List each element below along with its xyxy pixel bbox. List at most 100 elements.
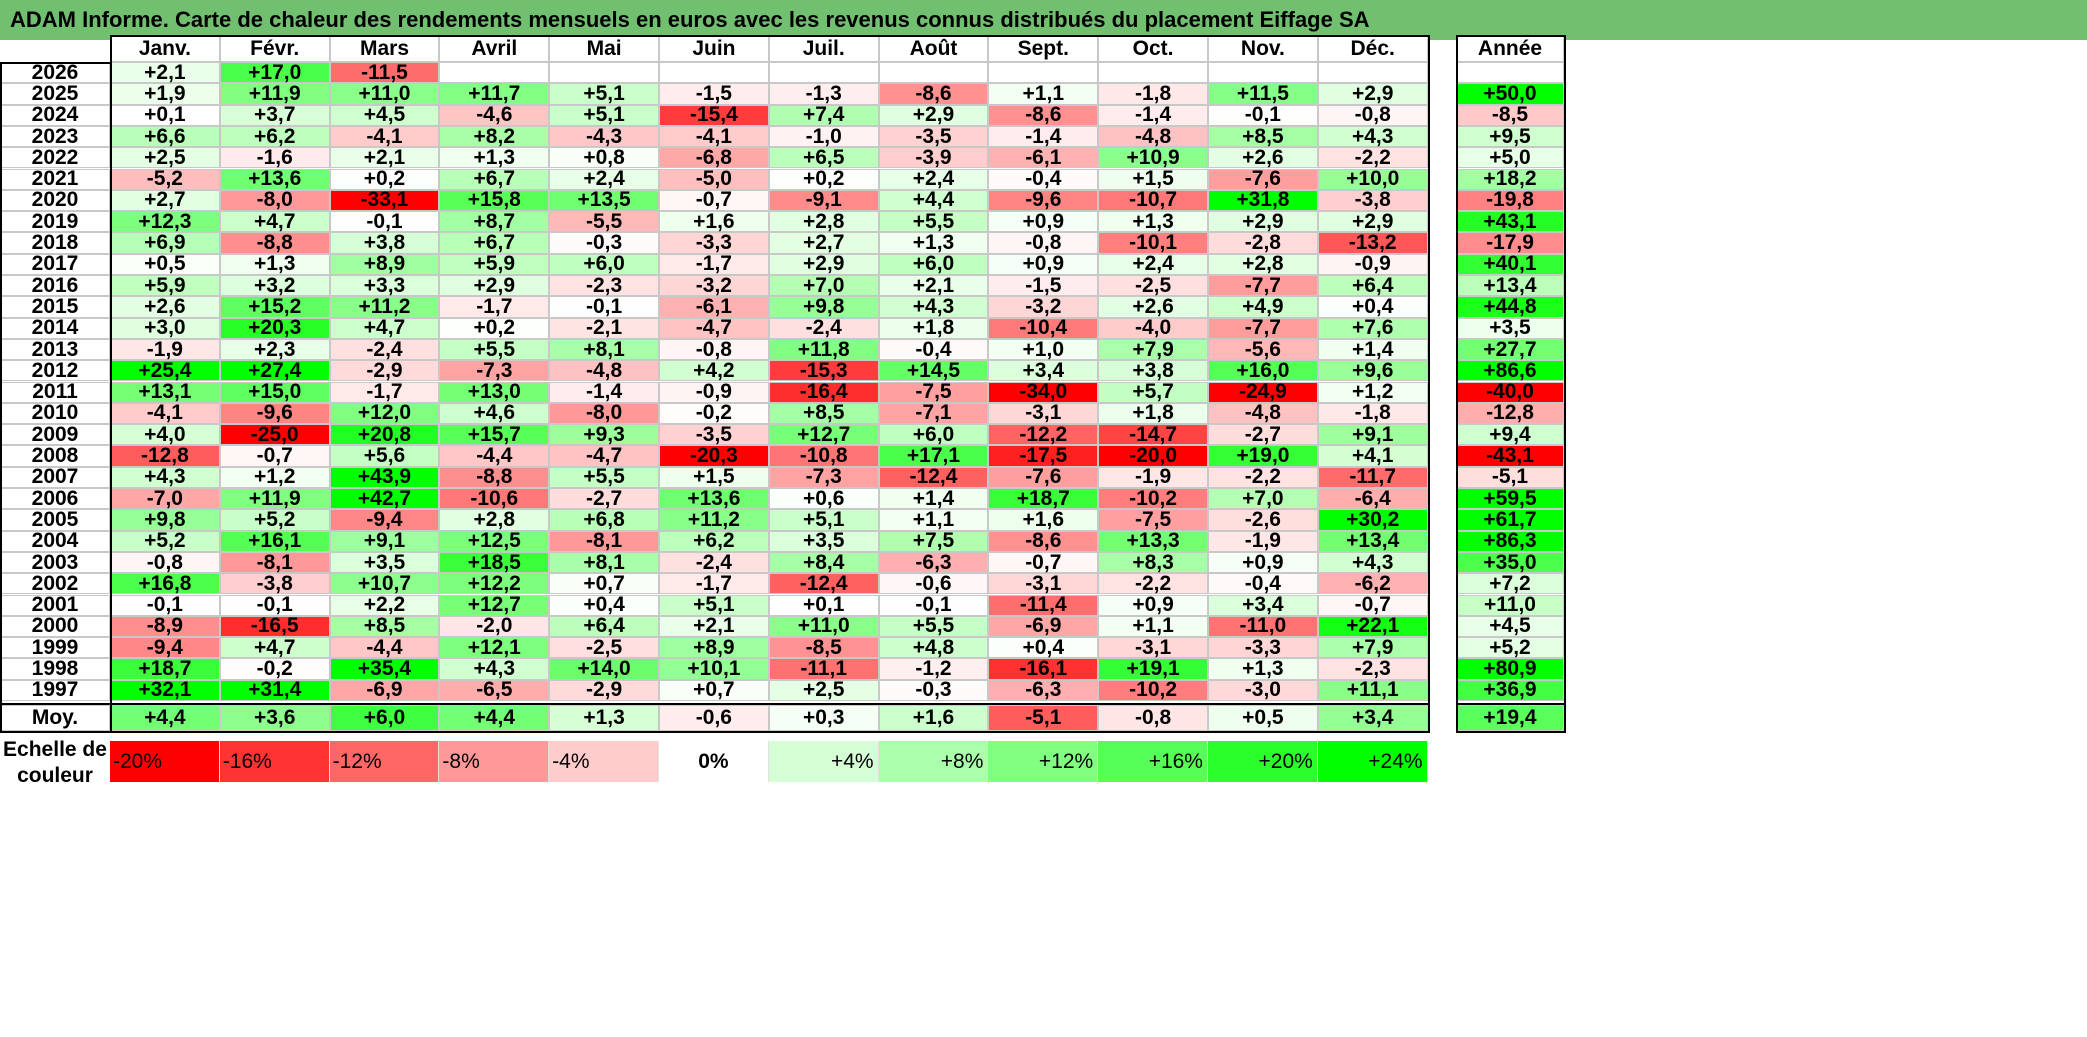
month-cell: +5,9 — [110, 274, 220, 297]
year-label: 2022 — [0, 146, 110, 169]
month-cell: +4,3 — [110, 465, 220, 488]
month-cell: +11,8 — [768, 338, 879, 361]
month-cell: -0,9 — [659, 380, 769, 403]
month-cell: +0,2 — [439, 316, 550, 339]
month-cell — [439, 62, 550, 84]
average-cell: -5,1 — [988, 705, 1099, 731]
month-cell: -0,9 — [1317, 252, 1428, 275]
month-cell: +10,7 — [329, 572, 440, 595]
month-cell: +4,3 — [439, 657, 550, 680]
month-cell: +13,3 — [1098, 529, 1208, 552]
month-cell: -1,4 — [549, 380, 659, 403]
color-scale-stop: -4% — [549, 741, 659, 782]
average-cell: +3,6 — [219, 705, 330, 731]
month-cell: -2,5 — [549, 636, 659, 659]
month-cell: -4,7 — [659, 316, 769, 339]
month-cell: -2,7 — [549, 487, 659, 510]
month-cell: +6,9 — [110, 231, 220, 254]
month-cell: +6,4 — [549, 614, 659, 637]
average-cell: +0,5 — [1208, 705, 1318, 731]
average-cell: +4,4 — [110, 705, 220, 731]
month-cell: +1,6 — [659, 210, 769, 233]
month-cell: -0,1 — [219, 593, 330, 616]
month-cell: +1,3 — [878, 231, 989, 254]
month-cell: -4,8 — [1208, 401, 1318, 424]
month-cell: -0,1 — [549, 295, 659, 318]
average-cell: +3,4 — [1317, 705, 1428, 731]
month-cell: +0,2 — [768, 167, 879, 190]
color-scale-stop: -8% — [439, 741, 550, 782]
month-cell: +6,2 — [219, 125, 330, 148]
month-cell: -6,9 — [329, 678, 440, 701]
month-cell: +5,9 — [439, 252, 550, 275]
month-cell: +4,7 — [329, 316, 440, 339]
month-cell: -16,4 — [768, 380, 879, 403]
month-cell — [1098, 62, 1208, 84]
month-cell: +19,0 — [1208, 444, 1318, 467]
month-cell: +13,1 — [110, 380, 220, 403]
month-cell: -1,9 — [110, 338, 220, 361]
month-cell: -0,6 — [878, 572, 989, 595]
year-label: 2001 — [0, 593, 110, 616]
month-cell: -6,3 — [988, 678, 1099, 701]
month-cell: +0,1 — [768, 593, 879, 616]
column-header: Août — [878, 35, 989, 62]
month-cell: +4,7 — [219, 210, 330, 233]
month-cell: +10,9 — [1098, 146, 1208, 169]
month-cell: +5,1 — [549, 82, 659, 105]
month-cell: -6,8 — [659, 146, 769, 169]
month-cell: +9,1 — [1317, 423, 1428, 446]
annual-cell: +9,5 — [1456, 125, 1564, 148]
month-cell: -2,6 — [1208, 508, 1318, 531]
month-cell: -11,1 — [768, 657, 879, 680]
month-cell: +13,6 — [219, 167, 330, 190]
average-cell: -0,6 — [659, 705, 769, 731]
month-cell: -1,7 — [659, 252, 769, 275]
month-cell: -6,4 — [1317, 487, 1428, 510]
month-cell: +20,3 — [219, 316, 330, 339]
month-cell: +3,0 — [110, 316, 220, 339]
year-label: 1999 — [0, 636, 110, 659]
month-cell: -2,2 — [1317, 146, 1428, 169]
month-cell — [549, 62, 659, 84]
annual-cell: +50,0 — [1456, 82, 1564, 105]
month-cell: +8,5 — [1208, 125, 1318, 148]
month-cell: -0,2 — [659, 401, 769, 424]
month-cell — [659, 62, 769, 84]
year-label: 2000 — [0, 614, 110, 637]
month-cell: -8,6 — [988, 103, 1099, 126]
month-cell: +2,6 — [110, 295, 220, 318]
month-cell: -2,3 — [1317, 657, 1428, 680]
month-cell: -10,2 — [1098, 487, 1208, 510]
month-cell: -4,3 — [549, 125, 659, 148]
month-cell: +5,5 — [878, 614, 989, 637]
month-cell: -7,3 — [768, 465, 879, 488]
month-cell: -2,5 — [1098, 274, 1208, 297]
month-cell: -3,0 — [1208, 678, 1318, 701]
year-label: 2017 — [0, 252, 110, 275]
month-cell — [878, 62, 989, 84]
month-cell: -10,4 — [988, 316, 1099, 339]
month-cell: +6,2 — [659, 529, 769, 552]
month-cell: +4,3 — [1317, 125, 1428, 148]
month-cell: -11,7 — [1317, 465, 1428, 488]
month-cell: +15,8 — [439, 188, 550, 211]
month-cell: -3,2 — [988, 295, 1099, 318]
month-cell: +27,4 — [219, 359, 330, 382]
month-cell: +13,0 — [439, 380, 550, 403]
month-cell: +14,5 — [878, 359, 989, 382]
column-header: Janv. — [110, 35, 220, 62]
month-cell: +8,3 — [1098, 551, 1208, 574]
month-cell: -0,3 — [549, 231, 659, 254]
month-cell: +6,4 — [1317, 274, 1428, 297]
month-cell: +2,2 — [329, 593, 440, 616]
annual-cell: +80,9 — [1456, 657, 1564, 680]
month-cell — [1208, 62, 1318, 84]
month-cell: +6,6 — [110, 125, 220, 148]
month-cell: +4,2 — [659, 359, 769, 382]
month-cell: -2,3 — [549, 274, 659, 297]
month-cell: -5,5 — [549, 210, 659, 233]
month-cell: -8,5 — [768, 636, 879, 659]
month-cell: +14,0 — [549, 657, 659, 680]
month-cell: +20,8 — [329, 423, 440, 446]
